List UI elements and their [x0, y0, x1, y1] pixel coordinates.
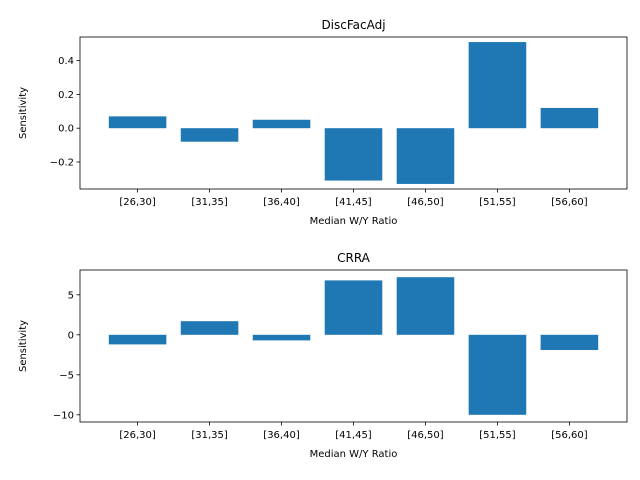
- x-axis-label: Median W/Y Ratio: [310, 216, 398, 227]
- bar-3: [252, 334, 311, 341]
- bar-5: [396, 277, 455, 335]
- chart-panel-2: [26,30] [31,35] [36,40] [41,45] [46,50] [51,5…: [18, 251, 628, 460]
- y-tick-label: −5: [59, 370, 74, 381]
- y-tick-label: 0.2: [58, 90, 74, 101]
- bar-7: [540, 334, 599, 350]
- bar-2: [180, 128, 239, 142]
- x-tick-label: [51,55]: [479, 430, 516, 441]
- y-tick-label: 0: [68, 330, 74, 341]
- x-axis-label: Median W/Y Ratio: [310, 449, 398, 460]
- bar-4: [324, 128, 383, 181]
- bar-1: [108, 334, 167, 345]
- bar-3: [252, 119, 311, 129]
- y-tick-label: −10: [53, 410, 74, 421]
- y-axis-label: Sensitivity: [18, 320, 29, 372]
- x-tick-label: [51,55]: [479, 197, 516, 208]
- bar-5: [396, 128, 455, 184]
- bar-2: [180, 321, 239, 335]
- x-tick-label: [36,40]: [263, 430, 300, 441]
- x-tick-label: [36,40]: [263, 197, 300, 208]
- x-tick-label: [26,30]: [119, 430, 156, 441]
- x-tick-label: [41,45]: [335, 430, 372, 441]
- y-tick-label: 0.4: [58, 56, 74, 67]
- bar-6: [468, 334, 527, 415]
- chart-panel-1: [26,30] [31,35] [36,40] [41,45] [46,50] [51,5…: [18, 18, 628, 227]
- bar-1: [108, 116, 167, 129]
- bar-4: [324, 280, 383, 335]
- y-tick-label: −0.2: [50, 157, 74, 168]
- bar-7: [540, 107, 599, 129]
- x-tick-label: [56,60]: [551, 430, 588, 441]
- chart-title: DiscFacAdj: [321, 18, 385, 32]
- x-tick-label: [46,50]: [407, 197, 444, 208]
- y-tick-label: 0.0: [58, 124, 74, 135]
- x-tick-label: [26,30]: [119, 197, 156, 208]
- x-tick-label: [46,50]: [407, 430, 444, 441]
- x-tick-label: [31,35]: [191, 430, 228, 441]
- x-tick-label: [56,60]: [551, 197, 588, 208]
- y-axis-label: Sensitivity: [18, 87, 29, 139]
- x-tick-label: [41,45]: [335, 197, 372, 208]
- y-tick-label: 5: [68, 290, 74, 301]
- chart-title: CRRA: [337, 251, 371, 265]
- bar-6: [468, 42, 527, 129]
- x-tick-label: [31,35]: [191, 197, 228, 208]
